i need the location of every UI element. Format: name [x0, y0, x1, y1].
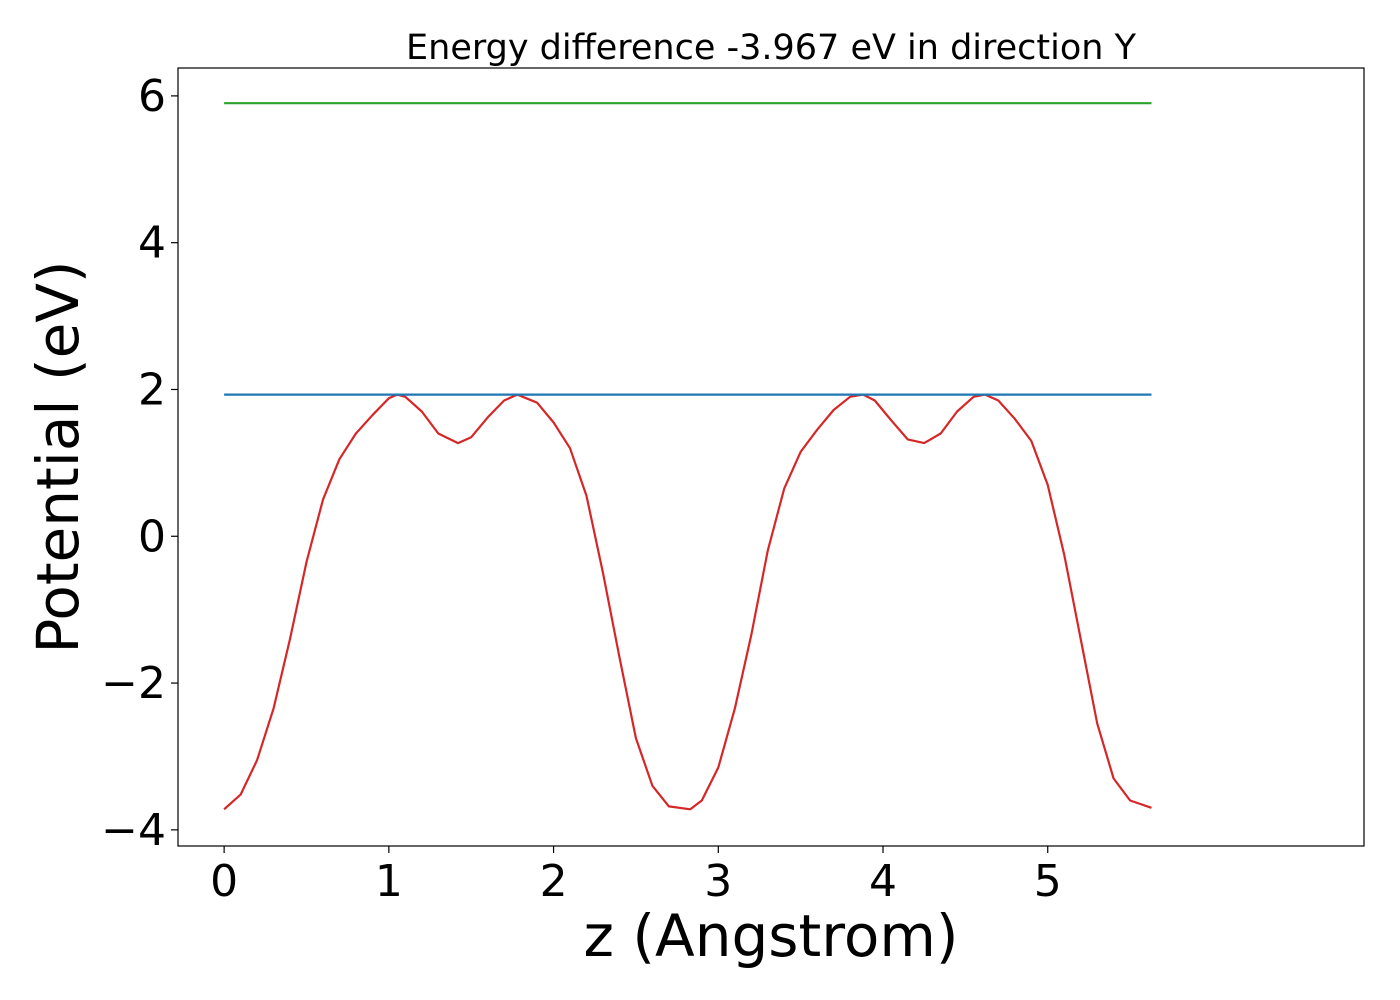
- x-tick-label: 5: [1034, 856, 1062, 907]
- y-tick-label: −2: [101, 658, 166, 709]
- x-axis-title: z (Angstrom): [584, 902, 959, 970]
- plot-area: [223, 102, 1152, 811]
- y-tick-label: 6: [138, 71, 166, 122]
- y-axis-title: Potential (eV): [24, 260, 92, 653]
- x-tick-label: 2: [540, 856, 568, 907]
- series-line-0: [223, 393, 1152, 811]
- y-tick-label: −4: [101, 805, 166, 856]
- plot-frame: [177, 67, 1365, 847]
- x-tick-label: 1: [375, 856, 403, 907]
- y-tick-label: 4: [138, 218, 166, 269]
- x-tick-label: 4: [869, 856, 897, 907]
- y-axis: −4 −2 0 2 4 6: [101, 71, 178, 856]
- chart-title: Energy difference -3.967 eV in direction…: [406, 28, 1137, 68]
- y-tick-label: 0: [138, 511, 166, 562]
- y-tick-label: 2: [138, 364, 166, 415]
- x-tick-label: 3: [704, 856, 732, 907]
- x-tick-label: 0: [210, 856, 238, 907]
- x-axis: 0 1 2 3 4 5: [210, 846, 1062, 907]
